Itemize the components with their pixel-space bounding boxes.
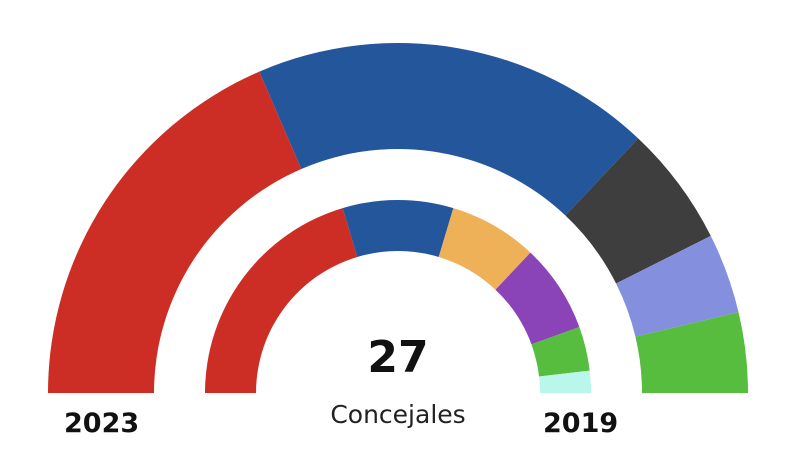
segment-2019-green: [531, 326, 590, 377]
segment-2019-purple: [495, 252, 580, 345]
segment-2019-blue: [342, 199, 454, 257]
segment-2023-green: [635, 312, 748, 393]
segment-2019-cyan: [539, 370, 591, 393]
total-seats: 27: [367, 332, 429, 383]
ring-2019: [205, 199, 591, 393]
segment-2023-red: [48, 71, 302, 393]
segment-2019-orange: [438, 208, 531, 290]
segment-2023-lavender: [616, 235, 739, 337]
seats-unit-label: Concejales: [330, 400, 466, 429]
inner-ring-year-label: 2019: [543, 408, 619, 439]
segment-2019-red: [205, 208, 358, 393]
segment-2023-dark: [565, 138, 711, 284]
ring-2023: [48, 43, 748, 393]
outer-ring-year-label: 2023: [64, 408, 140, 439]
segment-2023-blue: [259, 43, 639, 216]
